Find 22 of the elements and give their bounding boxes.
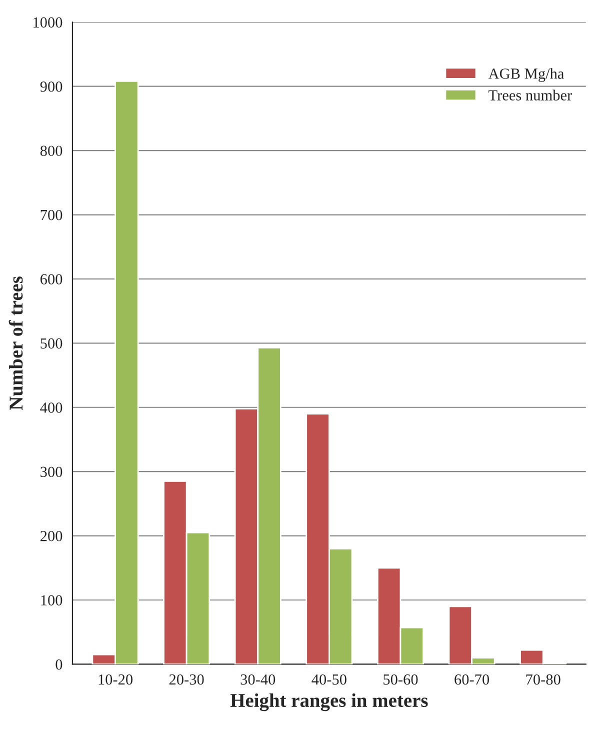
y-tick-label: 500 bbox=[40, 338, 62, 349]
x-tick-label: 10-20 bbox=[98, 674, 133, 685]
y-tick-label: 600 bbox=[40, 274, 62, 284]
y-tick-label: 400 bbox=[40, 402, 62, 413]
legend-label: Trees number bbox=[488, 90, 572, 100]
y-tick-label: 1000 bbox=[34, 17, 62, 28]
y-axis-title: Number of trees bbox=[8, 276, 23, 410]
y-tick-label: 800 bbox=[40, 146, 62, 156]
x-tick-label: 50-60 bbox=[384, 674, 418, 685]
y-tick-label: 700 bbox=[40, 210, 62, 220]
y-tick-label: 100 bbox=[41, 595, 62, 606]
legend-label: AGB Mg/ha bbox=[488, 68, 564, 82]
x-axis-title: Height ranges in meters bbox=[230, 693, 428, 712]
x-tick-label: 60-70 bbox=[454, 674, 490, 685]
y-tick-label: 0 bbox=[56, 659, 62, 670]
y-tick-label: 300 bbox=[40, 466, 62, 478]
x-tick-label: 40-50 bbox=[312, 674, 346, 685]
x-tick-label: 30-40 bbox=[240, 674, 276, 685]
y-tick-label: 900 bbox=[40, 81, 62, 92]
y-tick-label: 200 bbox=[40, 530, 62, 542]
x-tick-label: 20-30 bbox=[169, 674, 204, 685]
x-tick-label: 70-80 bbox=[526, 674, 560, 685]
